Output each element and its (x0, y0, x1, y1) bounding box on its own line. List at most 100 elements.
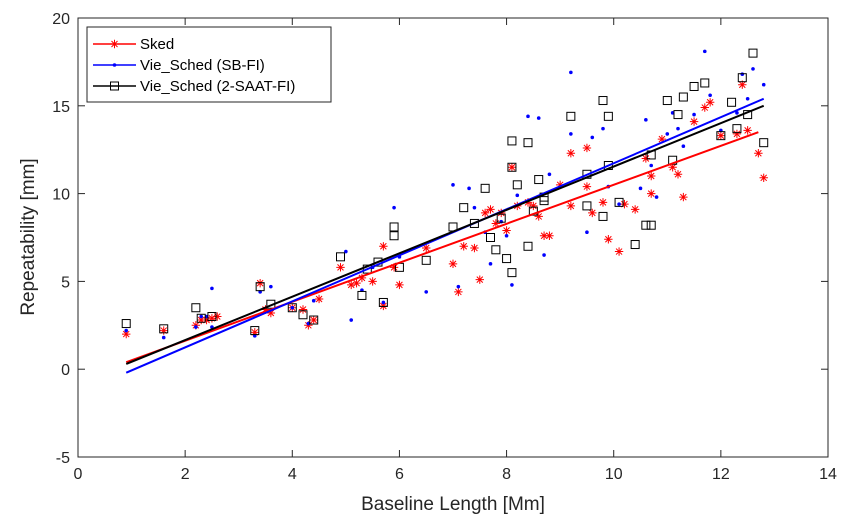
data-points (121, 48, 769, 340)
data-point (491, 219, 501, 228)
data-point (644, 118, 648, 122)
x-tick-label: 12 (712, 466, 730, 483)
data-point (309, 315, 318, 325)
x-tick-label: 4 (288, 466, 297, 483)
data-point (507, 163, 517, 172)
data-point (368, 277, 377, 286)
data-point (673, 170, 683, 179)
data-point (448, 259, 458, 269)
data-point (598, 96, 608, 106)
legend-item-1: Vie_Sched (SB-FI) (93, 57, 265, 74)
data-point (349, 318, 354, 322)
legend-item-0: Sked (93, 36, 174, 53)
data-point (469, 218, 479, 228)
data-point (451, 183, 455, 187)
y-tick-label: -5 (56, 450, 70, 467)
data-point (716, 131, 726, 141)
data-point (738, 80, 747, 89)
data-point (743, 126, 752, 135)
data-point (569, 132, 573, 136)
data-point (475, 275, 484, 284)
data-point (737, 73, 747, 83)
data-point (603, 111, 613, 121)
data-point (298, 305, 308, 314)
data-point (122, 329, 131, 339)
data-point (496, 213, 506, 223)
legend-marker-swatch (112, 63, 117, 67)
data-point (751, 67, 755, 71)
data-point (646, 220, 656, 230)
data-point (207, 314, 217, 323)
data-point (480, 208, 490, 218)
data-point (269, 284, 273, 289)
data-point (665, 132, 670, 136)
y-tick-label: 0 (61, 362, 70, 379)
data-point (555, 180, 565, 190)
fit-lines (125, 97, 765, 374)
legend-label: Sked (140, 36, 174, 53)
data-point (159, 324, 169, 334)
data-point (507, 136, 517, 146)
x-tick-label: 2 (181, 466, 190, 483)
data-point (507, 268, 517, 278)
data-point (689, 117, 699, 126)
data-point (459, 242, 468, 251)
data-point (702, 49, 707, 54)
data-point (590, 135, 595, 140)
data-point (389, 222, 399, 232)
data-point (314, 294, 324, 304)
data-point (472, 205, 477, 210)
data-point (121, 319, 131, 329)
data-point (309, 315, 319, 325)
data-point (502, 226, 511, 235)
data-point (566, 111, 576, 121)
data-point (207, 312, 217, 322)
y-tick-label: 5 (61, 274, 70, 291)
data-point (534, 212, 543, 221)
data-point (582, 143, 592, 153)
data-point (159, 326, 168, 335)
data-point (486, 205, 495, 214)
plot-frame (77, 17, 829, 458)
data-point (197, 315, 206, 325)
data-point (266, 308, 276, 318)
data-point (748, 48, 758, 58)
data-point (491, 245, 501, 255)
data-point (250, 326, 260, 336)
data-point (761, 82, 766, 87)
data-point (287, 303, 297, 313)
data-point (614, 197, 624, 207)
data-point (542, 253, 546, 257)
data-point (523, 198, 533, 207)
legend-label: Vie_Sched (SB-FI) (140, 57, 265, 74)
x-tick-label: 0 (74, 466, 83, 483)
data-point (647, 189, 656, 198)
series-2-fit-line (125, 104, 765, 365)
y-axis-label: Repeatability [mm] (18, 158, 39, 315)
data-point (311, 298, 316, 303)
data-point (515, 193, 520, 198)
data-point (347, 280, 356, 290)
x-tick-label: 8 (502, 466, 511, 483)
data-point (488, 262, 493, 266)
data-point (566, 201, 576, 211)
data-point (638, 186, 643, 191)
series-0-points (122, 80, 768, 339)
data-point (735, 111, 739, 115)
data-point (641, 154, 651, 163)
data-point (210, 286, 214, 291)
data-point (585, 230, 589, 235)
data-point (196, 313, 206, 323)
legend-marker-swatch (110, 39, 119, 49)
data-point (470, 243, 479, 253)
data-point (395, 280, 404, 290)
data-point (759, 173, 768, 182)
data-point (569, 70, 573, 75)
data-point (529, 201, 538, 211)
legend: Sked Vie_Sched (SB-FI) Vie_Sched (2-SAAT-F… (86, 26, 332, 103)
x-tick-label: 10 (605, 466, 623, 483)
data-point (424, 290, 429, 294)
data-point (692, 112, 696, 117)
data-point (336, 252, 345, 262)
